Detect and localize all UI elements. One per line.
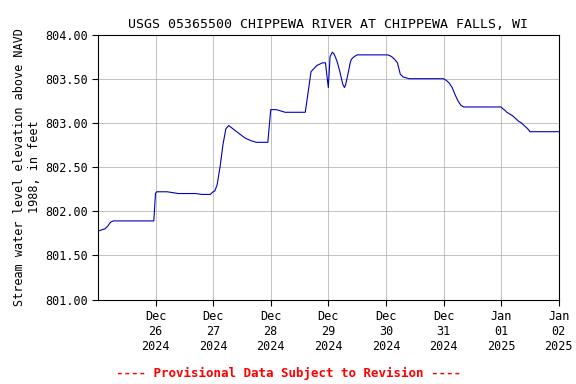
Y-axis label: Stream water level elevation above NAVD
1988, in feet: Stream water level elevation above NAVD … <box>13 28 40 306</box>
Text: ---- Provisional Data Subject to Revision ----: ---- Provisional Data Subject to Revisio… <box>116 367 460 380</box>
Title: USGS 05365500 CHIPPEWA RIVER AT CHIPPEWA FALLS, WI: USGS 05365500 CHIPPEWA RIVER AT CHIPPEWA… <box>128 18 528 31</box>
